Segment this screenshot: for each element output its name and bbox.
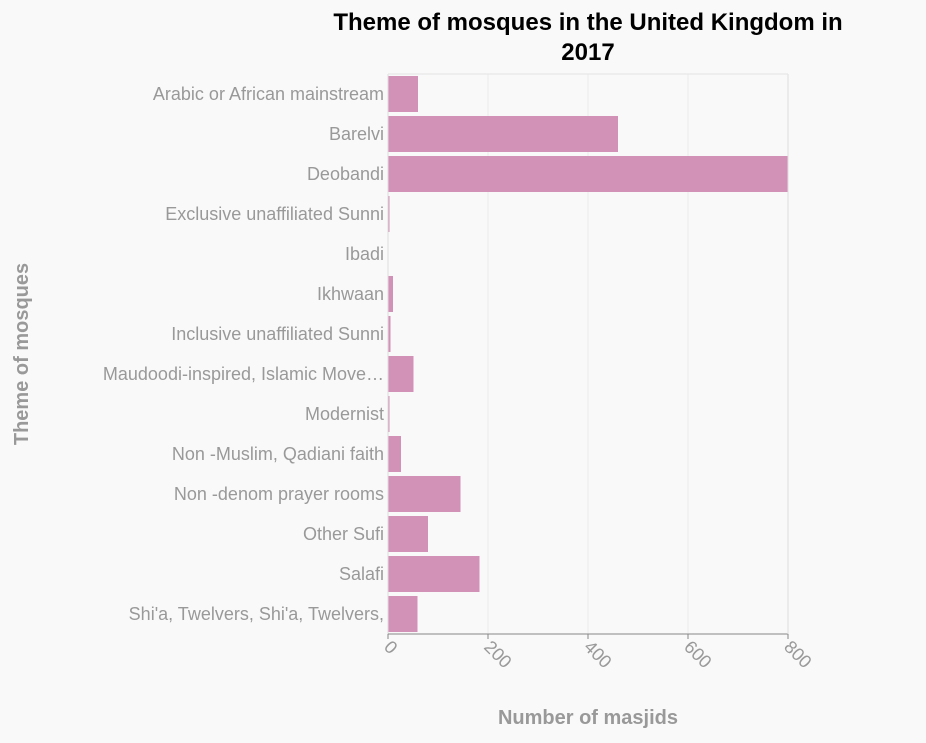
bar xyxy=(388,276,393,312)
bar xyxy=(388,156,788,192)
y-tick-label: Ikhwaan xyxy=(317,284,384,304)
y-tick-label: Barelvi xyxy=(329,124,384,144)
bar xyxy=(388,596,418,632)
bar xyxy=(388,556,480,592)
x-tick-label: 200 xyxy=(480,637,515,672)
chart-title-line-1: Theme of mosques in the United Kingdom i… xyxy=(333,9,842,36)
y-axis-title: Theme of mosques xyxy=(11,263,33,445)
x-tick-label: 600 xyxy=(680,637,715,672)
x-tick-label: 0 xyxy=(380,637,401,658)
bar xyxy=(388,516,428,552)
y-tick-label: Arabic or African mainstream xyxy=(153,84,384,104)
chart-title-line-2: 2017 xyxy=(561,39,614,66)
x-tick-label: 400 xyxy=(580,637,615,672)
y-tick-label: Non -denom prayer rooms xyxy=(174,484,384,504)
bar xyxy=(388,396,390,432)
y-tick-label: Other Sufi xyxy=(303,524,384,544)
x-axis-title: Number of masjids xyxy=(498,707,678,729)
y-tick-label: Deobandi xyxy=(307,164,384,184)
y-tick-labels: Arabic or African mainstream Barelvi Deoba… xyxy=(103,84,384,624)
x-tick-labels: 0 200 400 600 800 xyxy=(380,634,816,672)
y-tick-label: Ibadi xyxy=(345,244,384,264)
bars xyxy=(388,76,788,632)
y-tick-label: Inclusive unaffiliated Sunni xyxy=(171,324,384,344)
y-tick-label: Shi'a, Twelvers, Shi'a, Twelvers, xyxy=(129,604,384,624)
y-tick-label: Exclusive unaffiliated Sunni xyxy=(165,204,384,224)
bar xyxy=(388,196,390,232)
y-tick-label: Modernist xyxy=(305,404,384,424)
y-tick-label: Maudoodi-inspired, Islamic Move… xyxy=(103,364,384,384)
y-tick-label: Non -Muslim, Qadiani faith xyxy=(172,444,384,464)
y-tick-label: Salafi xyxy=(339,564,384,584)
x-tick-label: 800 xyxy=(780,637,815,672)
bar xyxy=(388,116,618,152)
bar xyxy=(388,76,418,112)
bar xyxy=(388,476,461,512)
bar xyxy=(388,356,414,392)
bar xyxy=(388,316,391,352)
bar xyxy=(388,436,401,472)
chart-title: Theme of mosques in the United Kingdom i… xyxy=(333,9,842,66)
